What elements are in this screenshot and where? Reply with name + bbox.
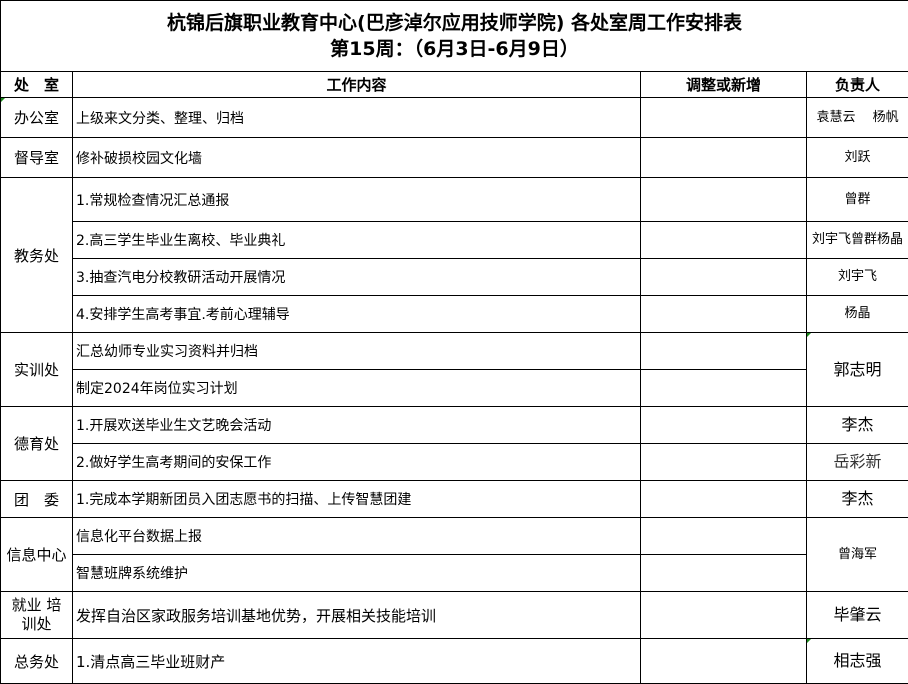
task-cell[interactable]: 信息化平台数据上报 [72, 517, 641, 555]
dept-cell[interactable]: 德育处 [0, 406, 73, 481]
dept-cell[interactable]: 总务处 [0, 638, 73, 684]
table-row: 制定2024年岗位实习计划 [1, 369, 908, 407]
person-cell[interactable]: 李杰 [805, 480, 908, 518]
table-row: 信息中心 信息化平台数据上报 曾海军 [0, 517, 908, 592]
table-row: 团 委 1.完成本学期新团员入团志愿书的扫描、上传智慧团建 李杰 [0, 480, 908, 518]
task-cell[interactable]: 修补破损校园文化墙 [72, 137, 641, 178]
task-cell[interactable]: 上级来文分类、整理、归档 [72, 97, 641, 138]
adjust-cell[interactable] [640, 638, 807, 684]
table-row: 3.抽查汽电分校教研活动开展情况 刘宇飞 [1, 258, 908, 296]
task-cell[interactable]: 4.安排学生高考事宜.考前心理辅导 [72, 295, 641, 333]
adjust-cell[interactable] [640, 443, 807, 481]
adjust-cell[interactable] [640, 517, 807, 555]
dept-cell[interactable]: 教务处 [0, 177, 73, 333]
table-row: 4.安排学生高考事宜.考前心理辅导 杨晶 [1, 295, 908, 333]
header-content: 工作内容 [72, 71, 641, 98]
adjust-cell[interactable] [640, 406, 807, 444]
adjust-cell[interactable] [640, 554, 807, 592]
table-row: 2.做好学生高考期间的安保工作 岳彩新 [1, 443, 908, 481]
title-line-1: 杭锦后旗职业教育中心(巴彦淖尔应用技师学院) 各处室周工作安排表 [167, 12, 743, 34]
dept-cell[interactable]: 督导室 [0, 137, 73, 178]
person-cell[interactable]: 李杰 [805, 406, 908, 444]
adjust-cell[interactable] [640, 591, 807, 639]
person-cell[interactable]: 袁慧云 杨帆 [805, 97, 908, 138]
adjust-cell[interactable] [640, 369, 807, 407]
task-cell[interactable]: 1.完成本学期新团员入团志愿书的扫描、上传智慧团建 [72, 480, 641, 518]
dept-cell[interactable]: 信息中心 [0, 517, 73, 592]
person-cell[interactable]: 岳彩新 [805, 443, 908, 481]
adjust-cell[interactable] [640, 332, 807, 370]
task-cell[interactable]: 2.高三学生毕业生离校、毕业典礼 [72, 221, 641, 259]
adjust-cell[interactable] [640, 295, 807, 333]
table-row: 就业 培训处 发挥自治区家政服务培训基地优势，开展相关技能培训 毕肇云 [0, 591, 908, 639]
header-adjust: 调整或新增 [640, 71, 807, 98]
dept-cell[interactable]: 团 委 [0, 480, 73, 518]
adjust-cell[interactable] [640, 137, 807, 178]
task-cell[interactable]: 2.做好学生高考期间的安保工作 [72, 443, 641, 481]
adjust-cell[interactable] [640, 480, 807, 518]
adjust-cell[interactable] [640, 221, 807, 259]
person-cell[interactable]: 相志强 [805, 638, 908, 684]
table-row: 总务处 1.清点高三毕业班财产 相志强 [0, 638, 908, 684]
table-row: 督导室 修补破损校园文化墙 刘跃 [0, 137, 908, 178]
person-cell[interactable]: 曾海军 [805, 517, 908, 592]
table-row: 教务处 1.常规检查情况汇总通报 曾群 [0, 177, 908, 333]
person-cell[interactable]: 曾群 [805, 177, 908, 222]
person-cell[interactable]: 刘宇飞曾群杨晶 [805, 221, 908, 259]
table-row: 智慧班牌系统维护 [1, 554, 908, 592]
adjust-cell[interactable] [640, 177, 807, 222]
task-cell[interactable]: 发挥自治区家政服务培训基地优势，开展相关技能培训 [72, 591, 641, 639]
task-cell[interactable]: 汇总幼师专业实习资料并归档 [72, 332, 641, 370]
dept-cell[interactable]: 就业 培训处 [0, 591, 73, 639]
title-line-2: 第15周：（6月3日-6月9日） [330, 38, 579, 60]
header-dept: 处 室 [0, 71, 73, 98]
adjust-cell[interactable] [640, 97, 807, 138]
task-cell[interactable]: 3.抽查汽电分校教研活动开展情况 [72, 258, 641, 296]
table-row: 办公室 上级来文分类、整理、归档 袁慧云 杨帆 [0, 97, 908, 138]
task-cell[interactable]: 1.清点高三毕业班财产 [72, 638, 641, 684]
header-person: 负责人 [805, 71, 908, 98]
person-cell[interactable]: 毕肇云 [805, 591, 908, 639]
dept-cell[interactable]: 实训处 [0, 332, 73, 407]
task-cell[interactable]: 1.开展欢送毕业生文艺晚会活动 [72, 406, 641, 444]
adjust-cell[interactable] [640, 258, 807, 296]
person-cell[interactable]: 刘宇飞 [805, 258, 908, 296]
table-row: 实训处 汇总幼师专业实习资料并归档 郭志明 [0, 332, 908, 407]
task-cell[interactable]: 1.常规检查情况汇总通报 [72, 177, 641, 222]
person-cell[interactable]: 郭志明 [805, 332, 908, 407]
table-row: 2.高三学生毕业生离校、毕业典礼 刘宇飞曾群杨晶 [1, 221, 908, 259]
table-title: 杭锦后旗职业教育中心(巴彦淖尔应用技师学院) 各处室周工作安排表 第15周：（6… [0, 0, 908, 72]
person-cell[interactable]: 杨晶 [805, 295, 908, 333]
task-cell[interactable]: 智慧班牌系统维护 [72, 554, 641, 592]
person-cell[interactable]: 刘跃 [805, 137, 908, 178]
table-row: 德育处 1.开展欢送毕业生文艺晚会活动 李杰 [0, 406, 908, 481]
dept-cell[interactable]: 办公室 [0, 97, 73, 138]
header-row: 处 室 工作内容 调整或新增 负责人 [0, 71, 908, 98]
task-cell[interactable]: 制定2024年岗位实习计划 [72, 369, 641, 407]
